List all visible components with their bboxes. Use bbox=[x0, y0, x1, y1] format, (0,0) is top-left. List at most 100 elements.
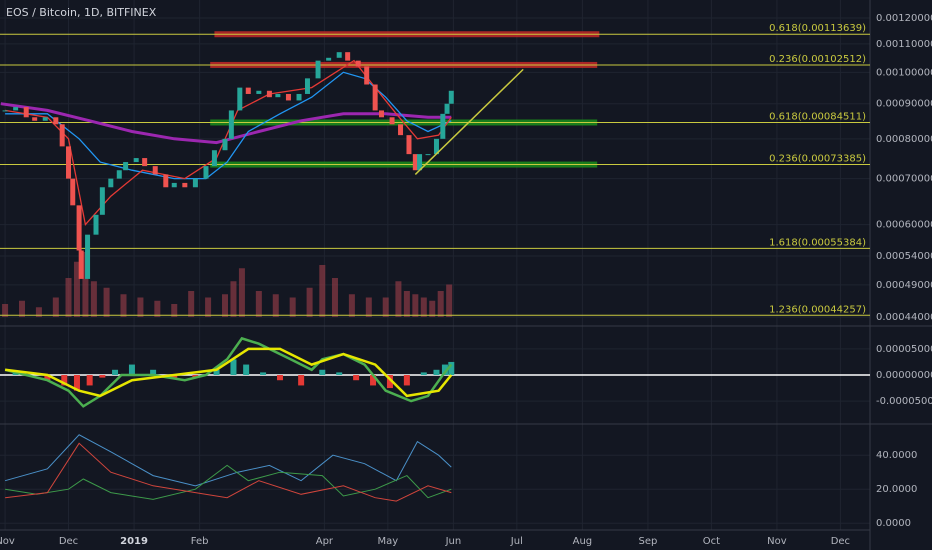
candle bbox=[99, 187, 105, 215]
chart-title: EOS / Bitcoin, 1D, BITFINEX bbox=[6, 6, 157, 19]
volume-bar bbox=[103, 287, 110, 317]
volume-bar bbox=[18, 300, 25, 317]
histogram-bar bbox=[370, 375, 377, 386]
candle bbox=[326, 57, 332, 61]
candle bbox=[66, 146, 72, 179]
candle bbox=[389, 117, 395, 125]
x-tick-label: 2019 bbox=[120, 536, 148, 547]
candle bbox=[412, 154, 418, 171]
candle bbox=[315, 60, 321, 79]
candle bbox=[59, 124, 65, 147]
volume-bar bbox=[65, 278, 72, 317]
candle bbox=[440, 113, 446, 139]
histogram-bar bbox=[44, 375, 51, 381]
candle bbox=[222, 138, 228, 151]
volume-bar bbox=[188, 291, 195, 317]
x-tick-label: Feb bbox=[191, 536, 209, 547]
indicator-line bbox=[4, 336, 453, 408]
volume-bar bbox=[90, 281, 97, 317]
candle bbox=[345, 52, 351, 61]
volume-bar bbox=[420, 297, 427, 317]
fib-label: 0.236(0.00102512) bbox=[769, 54, 866, 65]
histogram-bar bbox=[386, 375, 393, 389]
candle bbox=[256, 90, 262, 94]
volume-bar bbox=[222, 294, 229, 317]
candle bbox=[245, 87, 251, 94]
histogram-bar bbox=[441, 364, 448, 375]
volume-bar bbox=[395, 281, 402, 317]
candle bbox=[444, 103, 450, 114]
x-tick-label: Nov bbox=[767, 536, 787, 547]
volume-bar bbox=[272, 294, 279, 317]
histogram-bar bbox=[99, 375, 106, 378]
candle bbox=[53, 117, 59, 125]
candle bbox=[70, 178, 76, 206]
volume-bar bbox=[238, 268, 245, 317]
candle bbox=[228, 110, 234, 139]
histogram-bar bbox=[403, 375, 410, 386]
candle bbox=[406, 135, 412, 155]
candle bbox=[237, 87, 243, 111]
histogram-bar bbox=[12, 372, 19, 375]
candle bbox=[448, 90, 454, 104]
fib-label: 0.618(0.00113639) bbox=[769, 23, 866, 34]
fib-label: 0.618(0.00084511) bbox=[769, 111, 866, 122]
histogram-bar bbox=[213, 369, 220, 375]
candle bbox=[78, 250, 84, 279]
volume-bar bbox=[348, 294, 355, 317]
volume-bar bbox=[2, 304, 9, 317]
volume-bar bbox=[446, 284, 453, 317]
candle bbox=[203, 166, 209, 179]
candle bbox=[417, 154, 423, 171]
volume-bar bbox=[52, 297, 59, 317]
volume-bar bbox=[171, 304, 178, 317]
y-tick-label: 0.00120000 bbox=[876, 13, 932, 24]
volume-bar bbox=[120, 294, 127, 317]
candle bbox=[42, 117, 48, 121]
fib-label: 1.236(0.00044257) bbox=[769, 304, 866, 315]
volume-bar bbox=[230, 281, 237, 317]
candle bbox=[275, 93, 281, 98]
candle bbox=[93, 214, 99, 235]
candle bbox=[296, 93, 302, 101]
candle bbox=[32, 117, 38, 121]
histogram-bar bbox=[128, 364, 135, 375]
x-tick-label: Dec bbox=[831, 536, 850, 547]
x-tick-label: Aug bbox=[573, 536, 593, 547]
histogram-bar bbox=[61, 375, 68, 386]
histogram-bar bbox=[150, 369, 157, 375]
fib-label: 0.236(0.00073385) bbox=[769, 154, 866, 165]
candle bbox=[425, 154, 431, 156]
histogram-bar bbox=[243, 364, 250, 375]
candle bbox=[433, 138, 439, 155]
histogram-bar bbox=[298, 375, 305, 386]
indicator-line bbox=[4, 434, 452, 487]
histogram-bar bbox=[86, 375, 93, 386]
y-tick-label: 20.0000 bbox=[876, 484, 917, 495]
volume-bar bbox=[289, 297, 296, 317]
candle bbox=[116, 170, 122, 179]
candle bbox=[123, 162, 129, 171]
x-tick-label: Apr bbox=[316, 536, 334, 547]
y-tick-label: 0.00100000 bbox=[876, 67, 932, 78]
volume-bar bbox=[319, 265, 326, 317]
histogram-bar bbox=[230, 359, 237, 375]
indicator-line bbox=[4, 347, 453, 398]
y-tick-label: 0.00060000 bbox=[876, 220, 932, 231]
volume-bar bbox=[382, 297, 389, 317]
histogram-bar bbox=[192, 375, 199, 378]
candle bbox=[355, 60, 361, 67]
volume-bar bbox=[403, 291, 410, 317]
x-tick-label: Dec bbox=[59, 536, 78, 547]
histogram-bar bbox=[73, 375, 80, 391]
volume-bar bbox=[306, 287, 313, 317]
indicator-line bbox=[5, 71, 452, 180]
histogram-bar bbox=[433, 369, 440, 375]
y-tick-label: 0.00110000 bbox=[876, 39, 932, 50]
histogram-bar bbox=[260, 372, 267, 375]
candle bbox=[364, 66, 370, 85]
y-tick-label: 0.00000000 bbox=[876, 370, 932, 381]
x-tick-label: Jul bbox=[510, 536, 523, 547]
